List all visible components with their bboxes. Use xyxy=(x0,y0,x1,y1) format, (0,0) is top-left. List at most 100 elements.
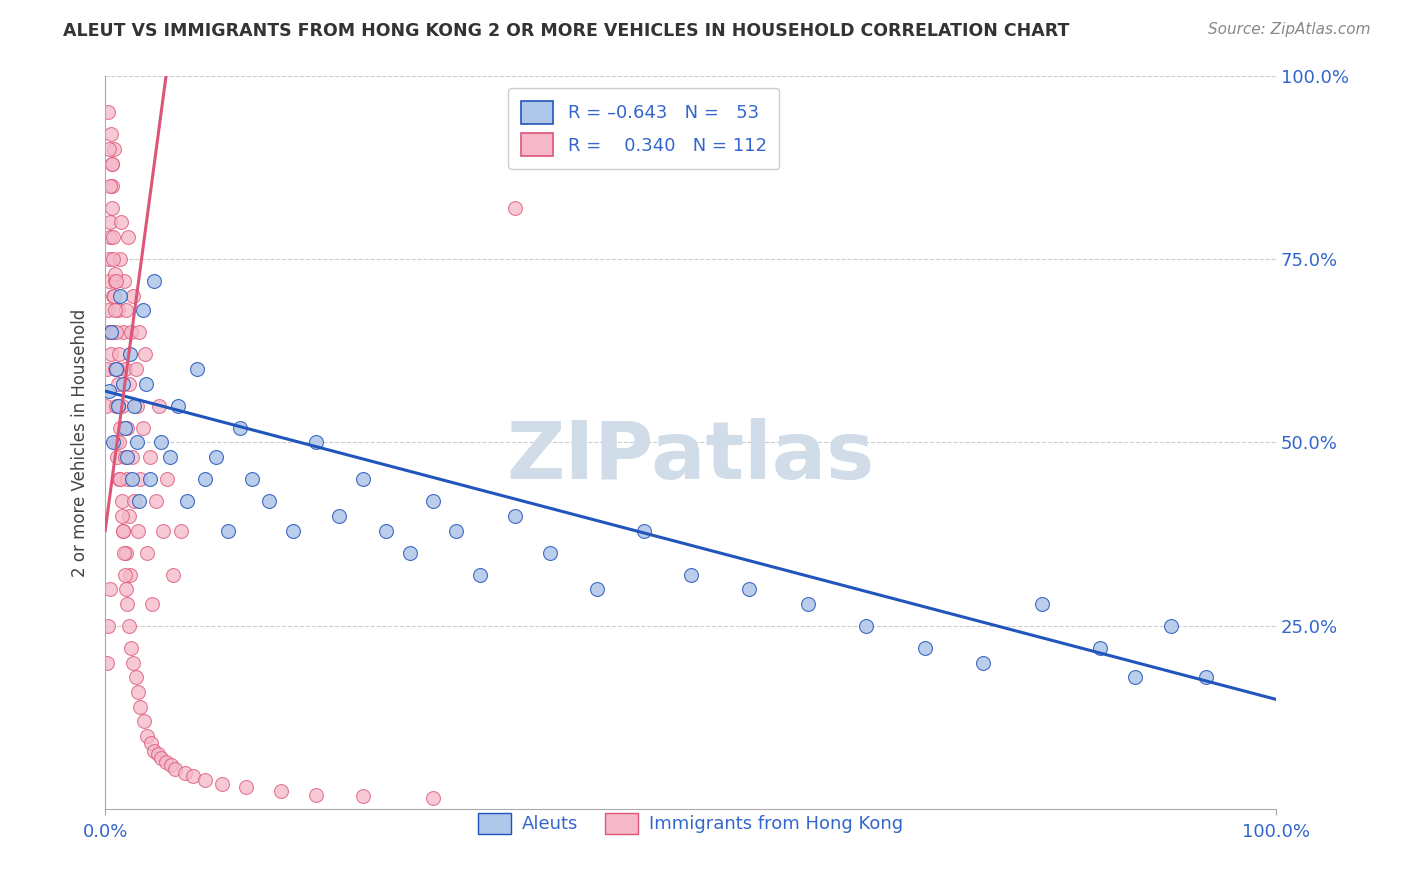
Point xyxy=(166,399,188,413)
Point xyxy=(328,508,350,523)
Point xyxy=(128,326,150,340)
Point xyxy=(217,524,239,538)
Point xyxy=(117,450,139,465)
Point xyxy=(111,524,134,538)
Point xyxy=(107,399,129,413)
Point xyxy=(98,178,121,193)
Point xyxy=(352,472,374,486)
Point xyxy=(114,567,136,582)
Point xyxy=(104,362,127,376)
Point xyxy=(105,326,128,340)
Point xyxy=(115,421,138,435)
Point xyxy=(1195,670,1218,684)
Point xyxy=(1160,619,1182,633)
Point xyxy=(914,640,936,655)
Point xyxy=(117,472,139,486)
Point xyxy=(96,362,118,376)
Point xyxy=(103,362,125,376)
Point xyxy=(110,494,132,508)
Point xyxy=(96,105,118,120)
Point xyxy=(128,494,150,508)
Point xyxy=(107,303,129,318)
Point xyxy=(586,582,609,597)
Text: ZIPatlas: ZIPatlas xyxy=(506,418,875,496)
Point xyxy=(159,450,181,465)
Point xyxy=(257,494,280,508)
Point xyxy=(112,545,135,559)
Point xyxy=(103,435,125,450)
Point xyxy=(124,362,146,376)
Point xyxy=(118,347,141,361)
Point xyxy=(124,399,146,413)
Point xyxy=(104,274,127,288)
Point xyxy=(96,656,118,670)
Point xyxy=(98,230,121,244)
Point xyxy=(143,274,166,288)
Point xyxy=(156,472,179,486)
Point xyxy=(125,399,148,413)
Point xyxy=(117,597,139,611)
Point xyxy=(127,524,149,538)
Point xyxy=(679,567,702,582)
Point xyxy=(127,685,149,699)
Point xyxy=(100,156,122,170)
Point xyxy=(229,421,252,435)
Point xyxy=(121,472,143,486)
Point xyxy=(305,788,328,802)
Point xyxy=(115,303,138,318)
Point xyxy=(176,494,198,508)
Point xyxy=(104,303,127,318)
Point xyxy=(165,762,187,776)
Point xyxy=(117,230,139,244)
Point xyxy=(205,450,228,465)
Point xyxy=(97,274,120,288)
Point xyxy=(503,508,526,523)
Point xyxy=(131,421,153,435)
Point xyxy=(1090,640,1112,655)
Point xyxy=(136,729,159,743)
Point xyxy=(104,274,127,288)
Legend: Aleuts, Immigrants from Hong Kong: Aleuts, Immigrants from Hong Kong xyxy=(471,805,910,841)
Point xyxy=(148,399,170,413)
Point xyxy=(211,777,233,791)
Point xyxy=(125,435,148,450)
Point xyxy=(235,780,257,795)
Text: ALEUT VS IMMIGRANTS FROM HONG KONG 2 OR MORE VEHICLES IN HOUSEHOLD CORRELATION C: ALEUT VS IMMIGRANTS FROM HONG KONG 2 OR … xyxy=(63,22,1070,40)
Point xyxy=(136,545,159,559)
Point xyxy=(101,156,124,170)
Point xyxy=(131,303,153,318)
Point xyxy=(120,326,142,340)
Point xyxy=(122,656,145,670)
Point xyxy=(117,619,139,633)
Point xyxy=(855,619,877,633)
Point xyxy=(503,201,526,215)
Point xyxy=(135,376,157,391)
Point xyxy=(181,769,204,783)
Point xyxy=(129,699,152,714)
Point xyxy=(375,524,398,538)
Point xyxy=(138,472,160,486)
Point xyxy=(117,508,139,523)
Point xyxy=(104,399,127,413)
Point xyxy=(186,362,208,376)
Point xyxy=(100,326,122,340)
Point xyxy=(110,215,132,229)
Point xyxy=(105,435,128,450)
Text: Source: ZipAtlas.com: Source: ZipAtlas.com xyxy=(1208,22,1371,37)
Point xyxy=(139,736,162,750)
Point xyxy=(115,582,138,597)
Point xyxy=(173,765,195,780)
Point xyxy=(100,178,122,193)
Point xyxy=(105,450,128,465)
Point xyxy=(305,435,328,450)
Point xyxy=(270,784,292,798)
Point xyxy=(132,714,155,729)
Y-axis label: 2 or more Vehicles in Household: 2 or more Vehicles in Household xyxy=(72,309,89,576)
Point xyxy=(103,267,125,281)
Point xyxy=(118,376,141,391)
Point xyxy=(97,619,120,633)
Point xyxy=(738,582,761,597)
Point xyxy=(145,494,167,508)
Point xyxy=(107,376,129,391)
Point xyxy=(124,494,146,508)
